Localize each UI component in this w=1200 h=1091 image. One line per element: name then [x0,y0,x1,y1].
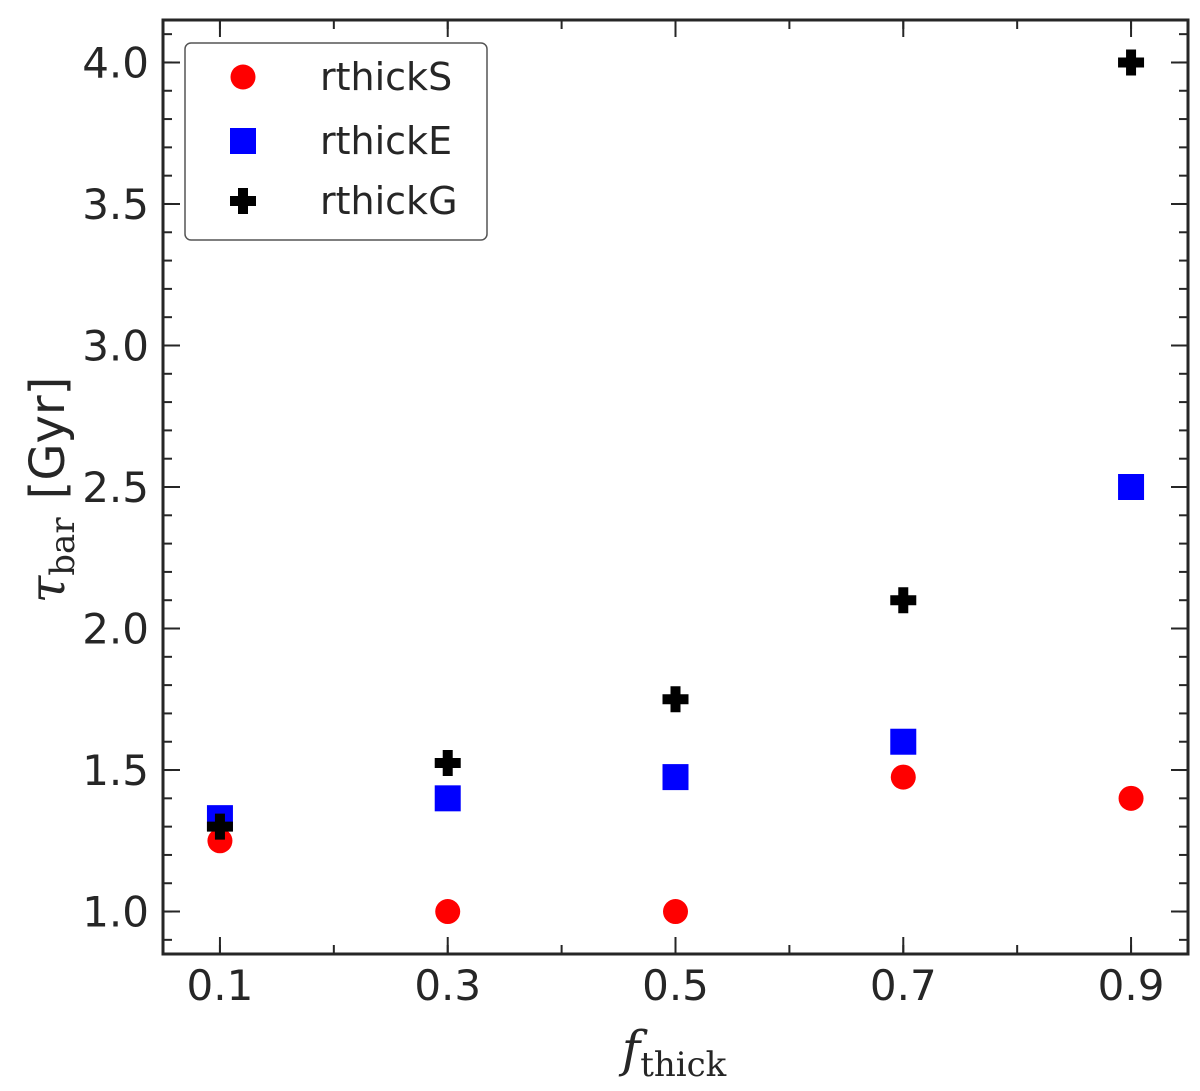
y-axis-label-suffix: [Gyr] [20,377,76,500]
plot-frame [161,18,1190,956]
point-rthickS [435,899,461,925]
y-tick-label: 1.5 [82,746,149,795]
x-tick-label: 0.7 [870,961,937,1010]
y-axis-label-main: τ [18,574,76,603]
y-tick-label: 4.0 [82,38,149,87]
legend-label: rthickG [320,179,458,223]
y-axis-label: τbar [Gyr] [18,377,83,604]
x-axis-label-sub: thick [640,1045,726,1085]
point-rthickS [1118,785,1144,811]
legend-marker-rthickS [230,64,256,90]
tick-labels: 0.1 0.3 0.5 0.7 0.9 1.0 1.5 2.0 2.5 3.0 3.5 4.0 [82,38,1164,1010]
legend: rthickS rthickE rthickG [184,42,488,241]
legend-label: rthickS [320,55,452,99]
legend-entry-rthickS: rthickS [230,55,452,99]
point-rthickE [1118,474,1145,500]
point-rthickS [663,899,688,925]
legend-marker-rthickG [230,188,256,214]
point-rthickE [662,764,689,791]
point-rthickG [1118,49,1145,76]
x-tick-label: 0.9 [1098,961,1165,1010]
point-rthickG [434,749,461,776]
x-tick-label: 0.3 [414,961,481,1010]
point-rthickE [890,728,917,755]
x-axis-label: fthick [618,1020,727,1085]
y-tick-label: 2.5 [82,463,149,512]
data-points [206,49,1145,925]
legend-entry-rthickG: rthickG [230,179,458,223]
legend-entries: rthickS rthickE rthickG [230,55,458,223]
legend-label: rthickE [320,119,452,163]
y-tick-label: 2.0 [82,605,149,654]
x-tick-label: 0.1 [187,961,254,1010]
point-rthickG [206,813,233,840]
series-rthickE [206,474,1145,832]
point-rthickE [434,785,461,812]
y-axis-label-sub: bar [43,517,83,576]
legend-marker-rthickE [230,128,256,154]
series-rthickG [206,49,1145,840]
y-tick-label: 3.5 [82,180,149,229]
point-rthickG [662,686,689,713]
legend-box [184,42,488,241]
series-rthickS [207,764,1144,925]
y-tick-label: 3.0 [82,321,149,370]
x-tick-label: 0.5 [642,961,709,1010]
point-rthickG [890,587,917,614]
point-rthickS [207,828,233,854]
point-rthickS [890,764,916,790]
legend-entry-rthickE: rthickE [230,119,452,163]
y-tick-label: 1.0 [82,888,149,937]
